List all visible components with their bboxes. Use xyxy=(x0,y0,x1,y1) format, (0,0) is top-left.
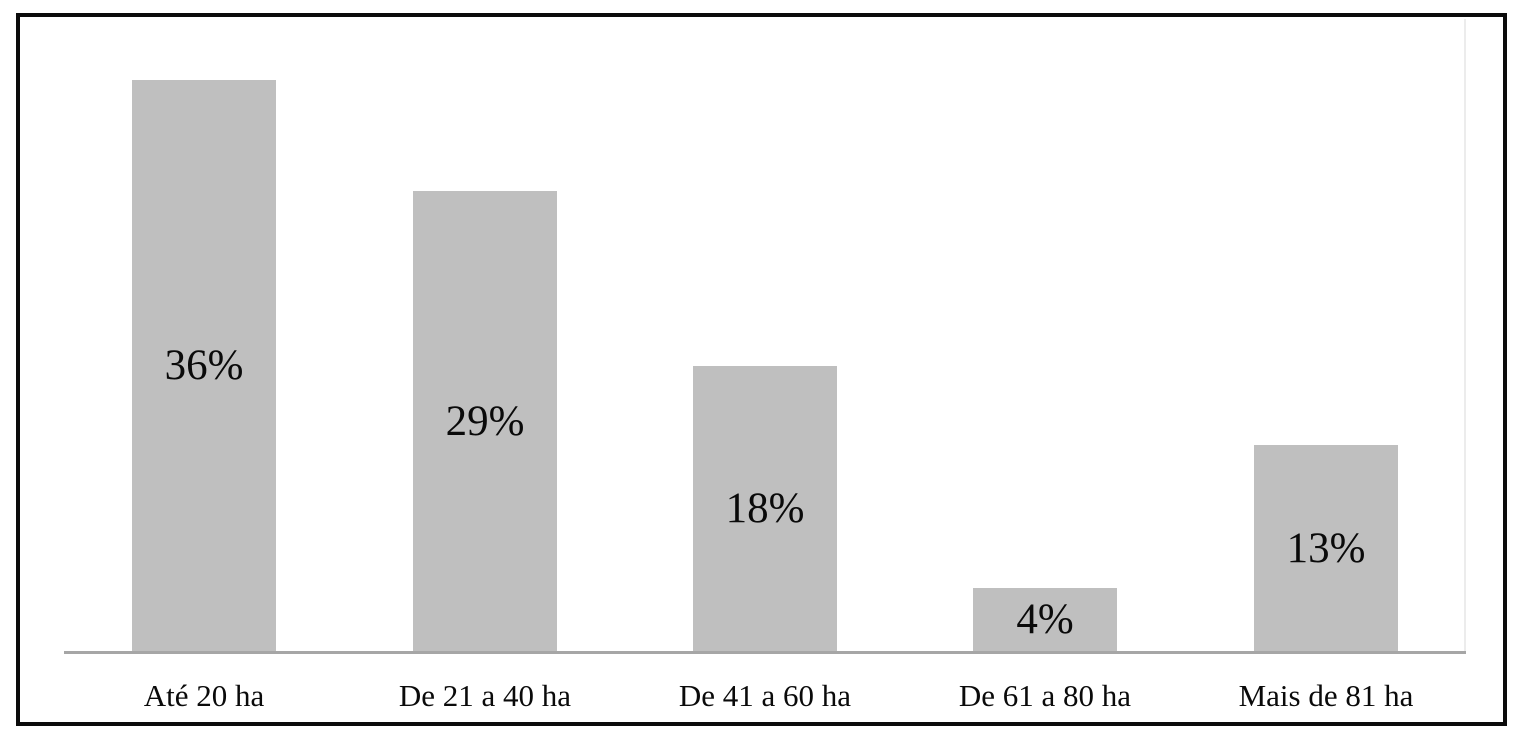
bar-3: 18% xyxy=(693,366,837,651)
x-axis-tick-label: De 21 a 40 ha xyxy=(398,678,572,713)
bar-1: 36% xyxy=(132,80,276,651)
plot-area: 36% 29% 18% 4% 13% Até 20 ha De 21 a 40 ha De … xyxy=(20,17,1503,722)
bar-value-label: 18% xyxy=(725,485,805,532)
bar-2: 29% xyxy=(413,191,557,651)
x-axis-tick-label: De 41 a 60 ha xyxy=(678,678,852,713)
bar-value-label: 13% xyxy=(1286,524,1366,572)
bar-4: 4% xyxy=(973,588,1117,651)
x-axis-line xyxy=(64,651,1466,654)
bar-value-label: 4% xyxy=(1016,596,1074,643)
bar-5: 13% xyxy=(1254,445,1398,651)
x-axis-tick-label: Até 20 ha xyxy=(143,678,265,713)
plot-right-border xyxy=(1464,19,1466,651)
x-axis-tick-label: Mais de 81 ha xyxy=(1238,678,1414,713)
chart-frame: 36% 29% 18% 4% 13% Até 20 ha De 21 a 40 ha De … xyxy=(16,13,1507,726)
x-axis-tick-label: De 61 a 80 ha xyxy=(958,678,1132,713)
bar-value-label: 36% xyxy=(164,342,244,389)
bar-value-label: 29% xyxy=(445,397,525,445)
